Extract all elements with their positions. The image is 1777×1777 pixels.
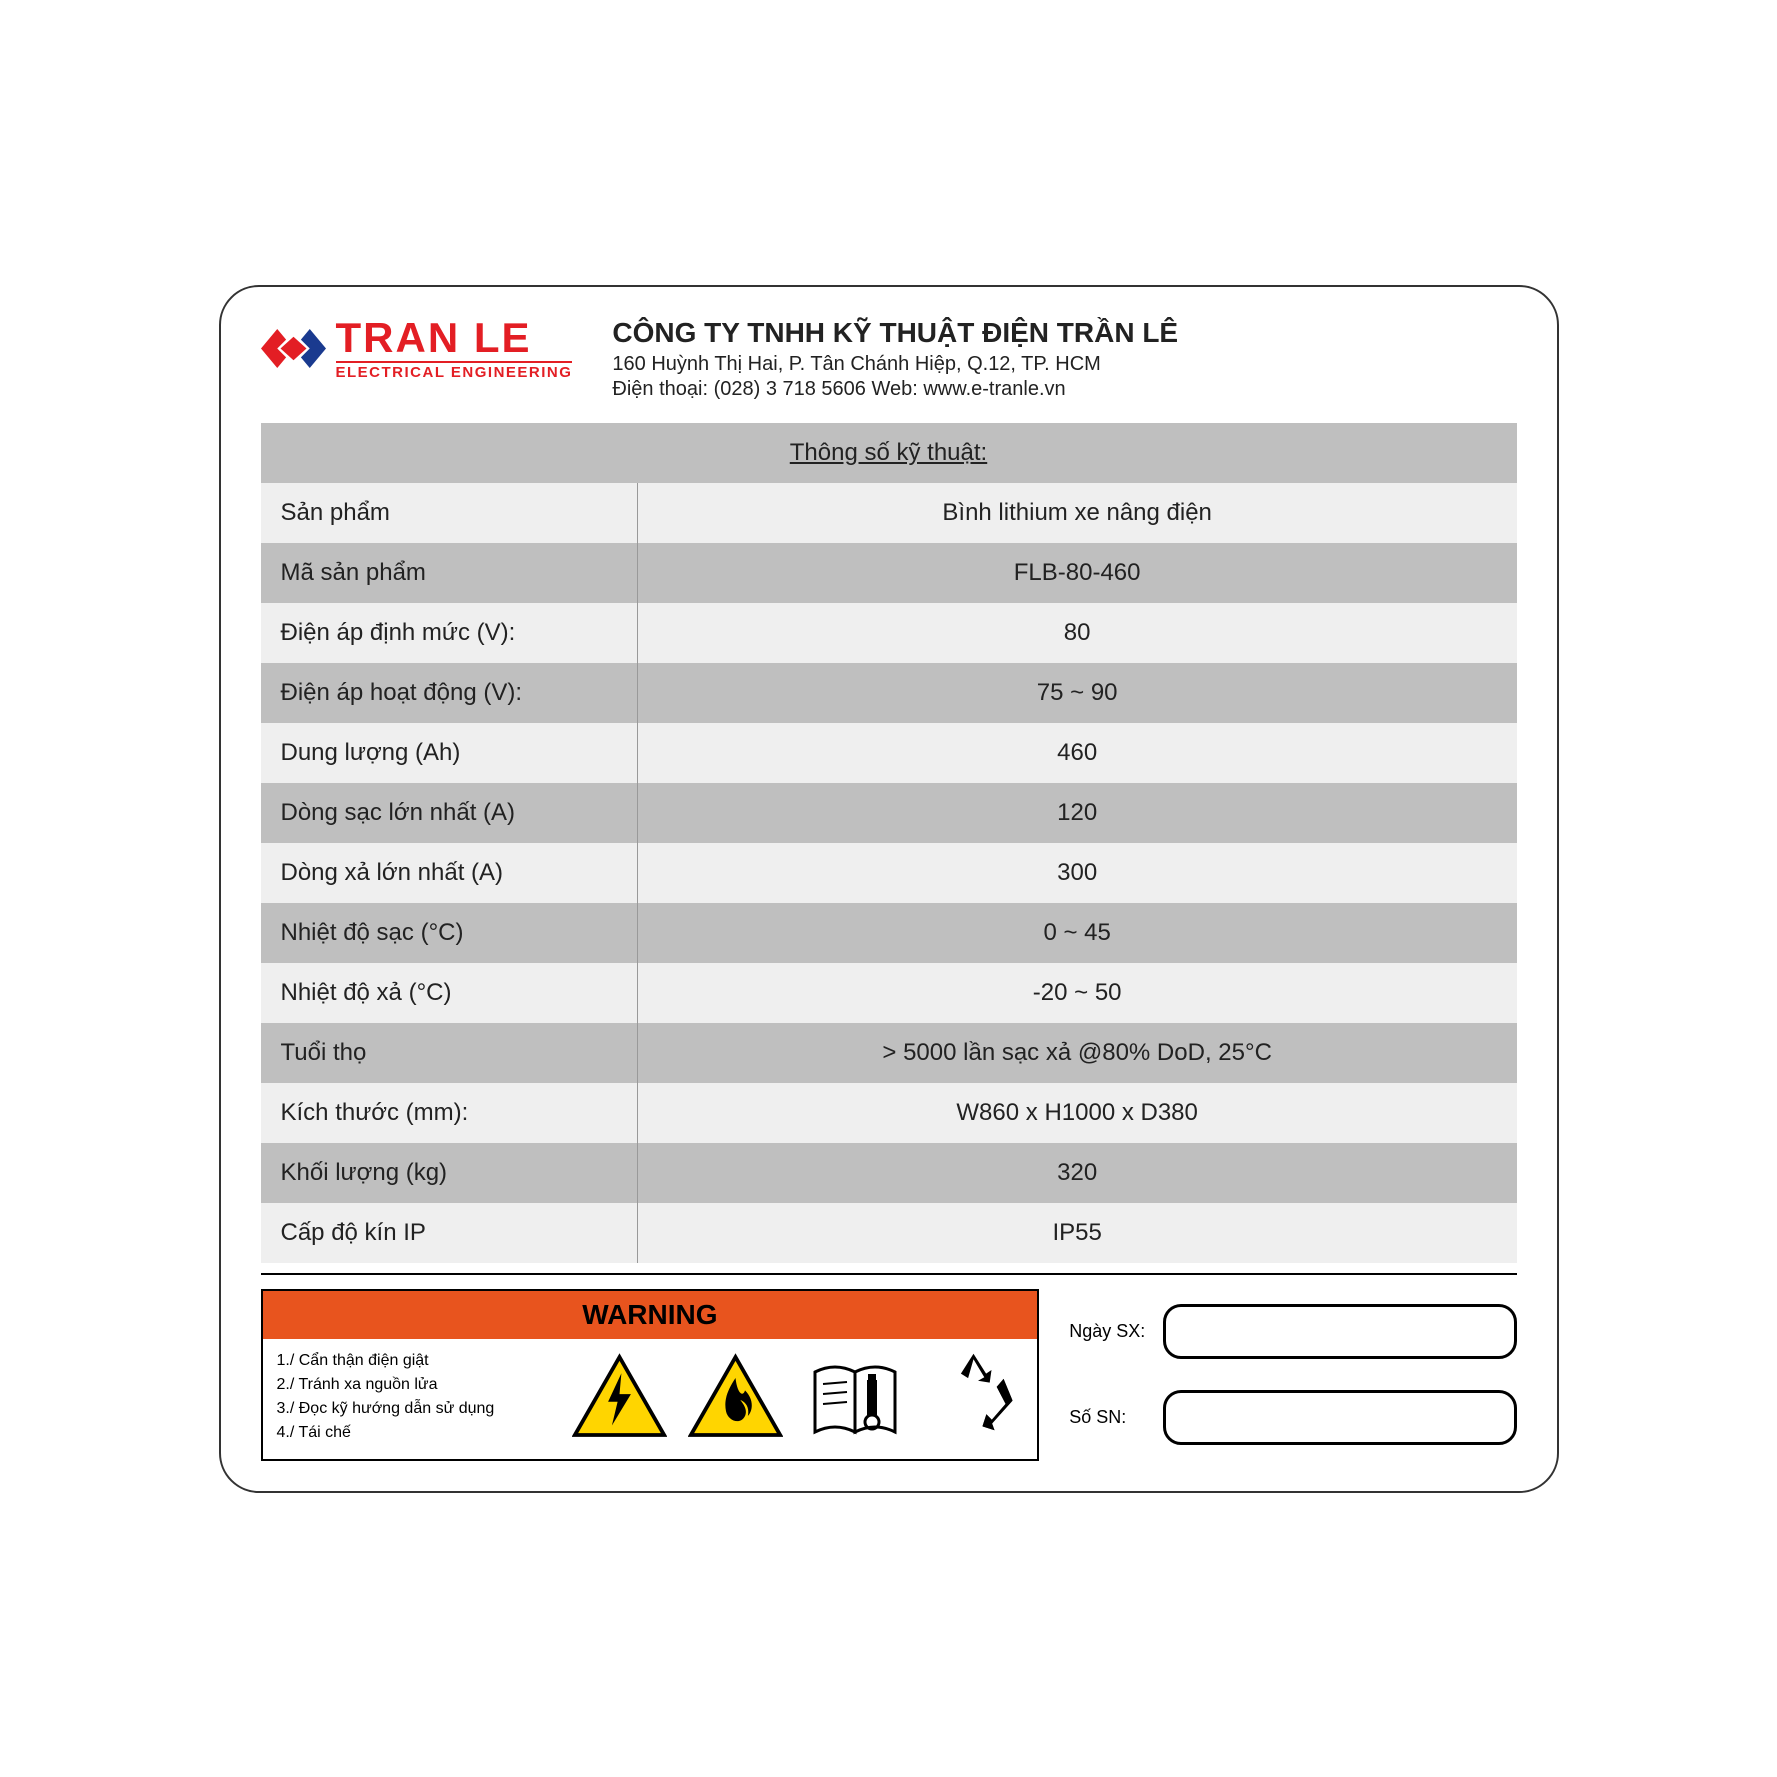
spec-label: Dung lượng (Ah) <box>261 723 638 783</box>
date-field-row: Ngày SX: <box>1069 1304 1516 1359</box>
company-contact: Điện thoại: (028) 3 718 5606 Web: www.e-… <box>612 378 1516 401</box>
table-row: Tuổi thọ> 5000 lần sạc xả @80% DoD, 25°C <box>261 1023 1517 1083</box>
warning-item: 4./ Tái chế <box>277 1421 561 1445</box>
warning-list: 1./ Cẩn thận điện giật2./ Tránh xa nguồn… <box>277 1349 561 1445</box>
warning-box: WARNING 1./ Cẩn thận điện giật2./ Tránh … <box>261 1289 1040 1461</box>
spec-value: 75 ~ 90 <box>637 663 1516 723</box>
spec-label: Điện áp định mức (V): <box>261 603 638 663</box>
spec-label: Điện áp hoạt động (V): <box>261 663 638 723</box>
spec-value: 460 <box>637 723 1516 783</box>
fire-hazard-icon <box>688 1352 783 1442</box>
spec-value: 320 <box>637 1143 1516 1203</box>
spec-label: Sản phẩm <box>261 483 638 543</box>
spec-value: FLB-80-460 <box>637 543 1516 603</box>
warning-title: WARNING <box>263 1291 1038 1339</box>
warning-item: 1./ Cẩn thận điện giật <box>277 1349 561 1373</box>
warning-item: 2./ Tránh xa nguồn lửa <box>277 1373 561 1397</box>
warning-icons <box>570 1352 1023 1442</box>
spec-label: Mã sản phẩm <box>261 543 638 603</box>
sn-box[interactable] <box>1163 1390 1516 1445</box>
warning-item: 3./ Đọc kỹ hướng dẫn sử dụng <box>277 1397 561 1421</box>
table-row: Dòng sạc lớn nhất (A)120 <box>261 783 1517 843</box>
company-info: CÔNG TY TNHH KỸ THUẬT ĐIỆN TRẦN LÊ 160 H… <box>612 317 1516 403</box>
spec-value: -20 ~ 50 <box>637 963 1516 1023</box>
logo-icon <box>261 321 326 376</box>
table-row: Kích thước (mm):W860 x H1000 x D380 <box>261 1083 1517 1143</box>
spec-card: TRAN LE ELECTRICAL ENGINEERING CÔNG TY T… <box>219 285 1559 1493</box>
logo-block: TRAN LE ELECTRICAL ENGINEERING <box>261 317 573 380</box>
spec-label: Nhiệt độ sạc (°C) <box>261 903 638 963</box>
logo-sub: ELECTRICAL ENGINEERING <box>336 361 573 380</box>
spec-value: IP55 <box>637 1203 1516 1263</box>
table-row: Dung lượng (Ah)460 <box>261 723 1517 783</box>
logo-main: TRAN LE <box>336 317 573 359</box>
header: TRAN LE ELECTRICAL ENGINEERING CÔNG TY T… <box>261 317 1517 403</box>
sn-label: Số SN: <box>1069 1407 1149 1428</box>
table-row: Nhiệt độ sạc (°C)0 ~ 45 <box>261 903 1517 963</box>
table-row: Cấp độ kín IPIP55 <box>261 1203 1517 1263</box>
read-manual-icon <box>805 1352 905 1442</box>
spec-value: 120 <box>637 783 1516 843</box>
spec-label: Kích thước (mm): <box>261 1083 638 1143</box>
spec-label: Tuổi thọ <box>261 1023 638 1083</box>
spec-label: Nhiệt độ xả (°C) <box>261 963 638 1023</box>
footer: WARNING 1./ Cẩn thận điện giật2./ Tránh … <box>261 1289 1517 1461</box>
sn-field-row: Số SN: <box>1069 1390 1516 1445</box>
electric-shock-icon <box>572 1352 667 1442</box>
spec-table: Thông số kỹ thuật: Sản phẩmBình lithium … <box>261 423 1517 1263</box>
company-address: 160 Huỳnh Thị Hai, P. Tân Chánh Hiệp, Q.… <box>612 353 1516 376</box>
divider <box>261 1273 1517 1275</box>
table-row: Dòng xả lớn nhất (A)300 <box>261 843 1517 903</box>
spec-label: Dòng sạc lớn nhất (A) <box>261 783 638 843</box>
spec-value: 300 <box>637 843 1516 903</box>
table-row: Nhiệt độ xả (°C)-20 ~ 50 <box>261 963 1517 1023</box>
spec-value: W860 x H1000 x D380 <box>637 1083 1516 1143</box>
fill-fields: Ngày SX: Số SN: <box>1069 1289 1516 1461</box>
table-row: Điện áp định mức (V):80 <box>261 603 1517 663</box>
spec-value: Bình lithium xe nâng điện <box>637 483 1516 543</box>
warning-body: 1./ Cẩn thận điện giật2./ Tránh xa nguồn… <box>263 1339 1038 1459</box>
spec-label: Dòng xả lớn nhất (A) <box>261 843 638 903</box>
date-box[interactable] <box>1163 1304 1516 1359</box>
logo-text: TRAN LE ELECTRICAL ENGINEERING <box>336 317 573 380</box>
spec-value: > 5000 lần sạc xả @80% DoD, 25°C <box>637 1023 1516 1083</box>
table-row: Khối lượng (kg)320 <box>261 1143 1517 1203</box>
table-row: Điện áp hoạt động (V):75 ~ 90 <box>261 663 1517 723</box>
spec-title-row: Thông số kỹ thuật: <box>261 423 1517 483</box>
spec-value: 0 ~ 45 <box>637 903 1516 963</box>
spec-title: Thông số kỹ thuật: <box>261 423 1517 483</box>
company-title: CÔNG TY TNHH KỸ THUẬT ĐIỆN TRẦN LÊ <box>612 317 1516 349</box>
spec-label: Cấp độ kín IP <box>261 1203 638 1263</box>
spec-value: 80 <box>637 603 1516 663</box>
table-row: Sản phẩmBình lithium xe nâng điện <box>261 483 1517 543</box>
spec-label: Khối lượng (kg) <box>261 1143 638 1203</box>
date-label: Ngày SX: <box>1069 1321 1149 1342</box>
recycle-icon <box>926 1352 1021 1442</box>
table-row: Mã sản phẩmFLB-80-460 <box>261 543 1517 603</box>
